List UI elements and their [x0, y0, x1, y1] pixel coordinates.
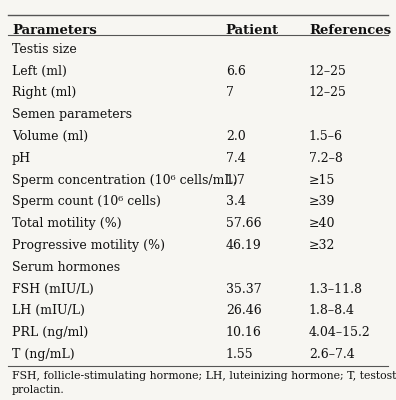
Text: 57.66: 57.66: [226, 217, 261, 230]
Text: Right (ml): Right (ml): [12, 86, 76, 99]
Text: 4.04–15.2: 4.04–15.2: [309, 326, 371, 339]
Text: Volume (ml): Volume (ml): [12, 130, 88, 143]
Text: FSH, follicle-stimulating hormone; LH, luteinizing hormone; T, testosterone; PRL: FSH, follicle-stimulating hormone; LH, l…: [12, 371, 396, 395]
Text: Sperm count (10⁶ cells): Sperm count (10⁶ cells): [12, 195, 161, 208]
Text: 7.4: 7.4: [226, 152, 246, 165]
Text: LH (mIU/L): LH (mIU/L): [12, 304, 85, 317]
Text: 1.5–6: 1.5–6: [309, 130, 343, 143]
Text: ≥15: ≥15: [309, 174, 335, 186]
Text: References: References: [309, 24, 391, 37]
Text: Sperm concentration (10⁶ cells/mL): Sperm concentration (10⁶ cells/mL): [12, 174, 237, 186]
Text: 2.6–7.4: 2.6–7.4: [309, 348, 355, 361]
Text: ≥32: ≥32: [309, 239, 335, 252]
Text: 1.8–8.4: 1.8–8.4: [309, 304, 355, 317]
Text: 1.3–11.8: 1.3–11.8: [309, 282, 363, 296]
Text: Progressive motility (%): Progressive motility (%): [12, 239, 165, 252]
Text: 7.2–8: 7.2–8: [309, 152, 343, 165]
Text: Total motility (%): Total motility (%): [12, 217, 122, 230]
Text: 1.55: 1.55: [226, 348, 253, 361]
Text: Serum hormones: Serum hormones: [12, 261, 120, 274]
Text: 46.19: 46.19: [226, 239, 261, 252]
Text: FSH (mIU/L): FSH (mIU/L): [12, 282, 93, 296]
Text: 2.0: 2.0: [226, 130, 246, 143]
Text: 12–25: 12–25: [309, 86, 347, 99]
Text: 10.16: 10.16: [226, 326, 262, 339]
Text: 12–25: 12–25: [309, 64, 347, 78]
Text: 26.46: 26.46: [226, 304, 261, 317]
Text: Testis size: Testis size: [12, 43, 77, 56]
Text: Left (ml): Left (ml): [12, 64, 67, 78]
Text: 7: 7: [226, 86, 234, 99]
Text: 1.7: 1.7: [226, 174, 246, 186]
Text: 3.4: 3.4: [226, 195, 246, 208]
Text: 6.6: 6.6: [226, 64, 246, 78]
Text: PRL (ng/ml): PRL (ng/ml): [12, 326, 88, 339]
Text: 35.37: 35.37: [226, 282, 261, 296]
Text: Semen parameters: Semen parameters: [12, 108, 132, 121]
Text: Patient: Patient: [226, 24, 279, 37]
Text: ≥40: ≥40: [309, 217, 335, 230]
Text: T (ng/mL): T (ng/mL): [12, 348, 74, 361]
Text: pH: pH: [12, 152, 31, 165]
Text: Parameters: Parameters: [12, 24, 97, 37]
Text: ≥39: ≥39: [309, 195, 335, 208]
